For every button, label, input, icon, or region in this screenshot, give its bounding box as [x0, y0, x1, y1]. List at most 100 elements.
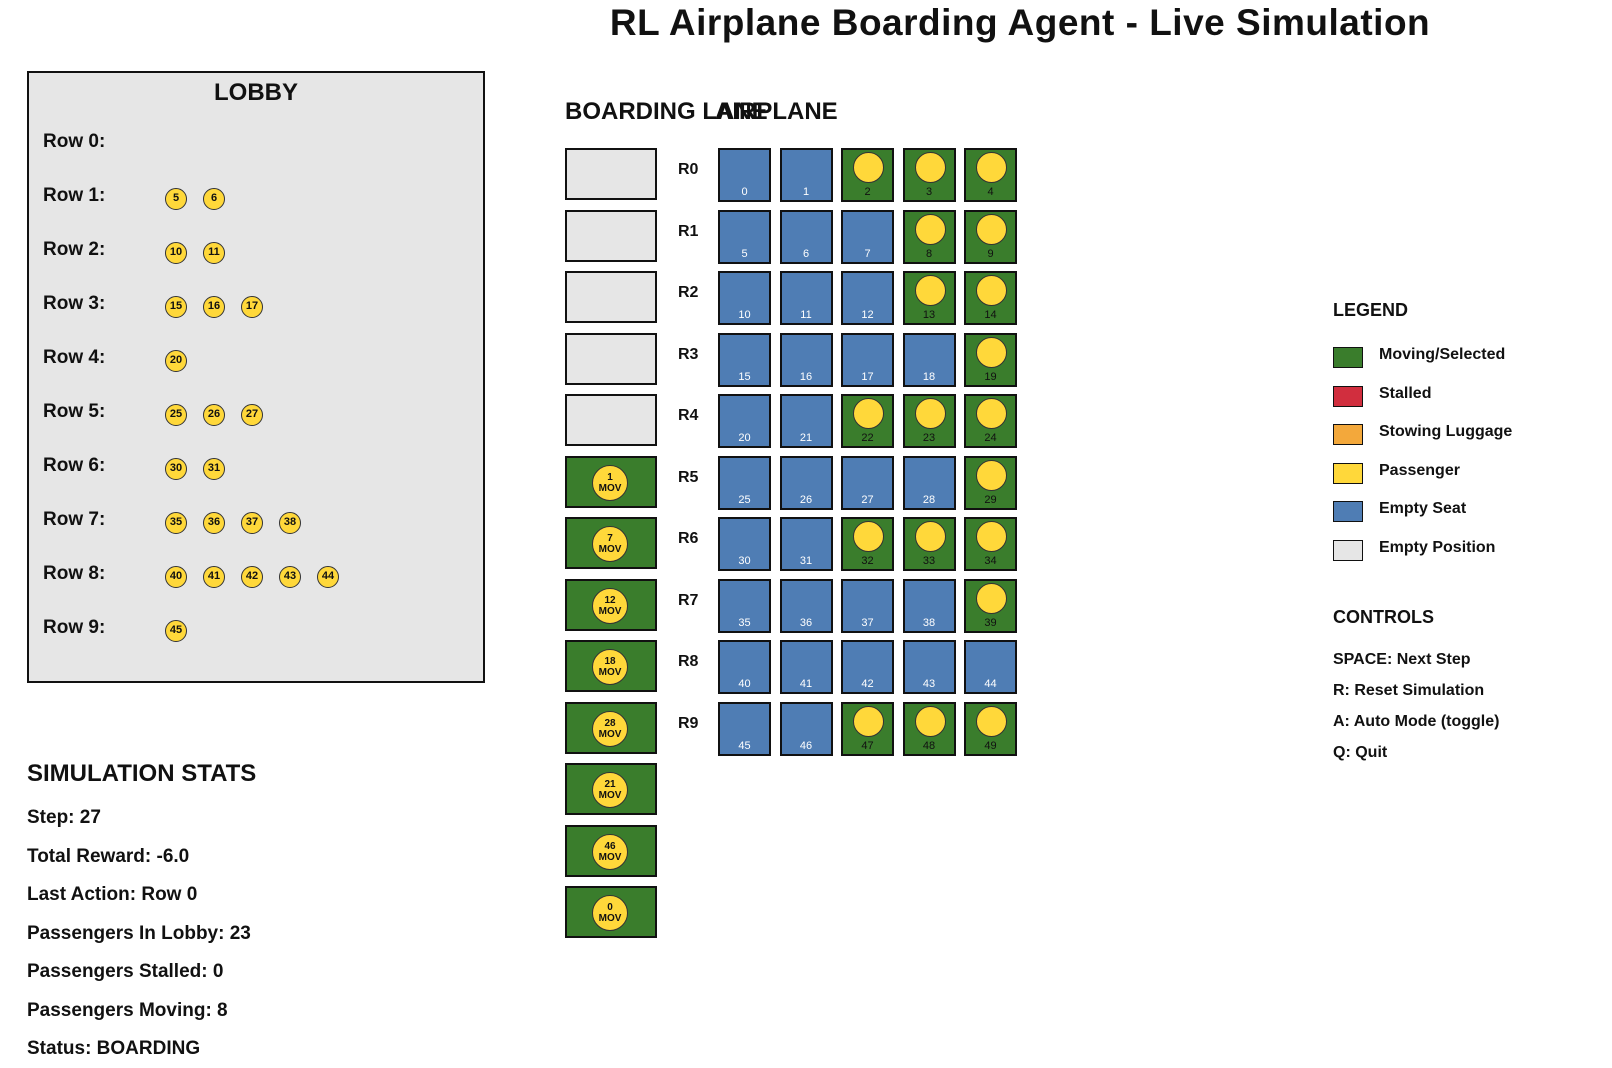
seated-passenger [914, 213, 946, 245]
seated-passenger [976, 398, 1007, 429]
seat: 12 [841, 271, 894, 325]
legend-swatch [1333, 539, 1363, 561]
seat: 13 [902, 271, 956, 325]
lane-cell: 1 MOV [565, 455, 657, 508]
legend-swatch [1333, 462, 1363, 484]
seat-number: 14 [984, 309, 997, 321]
seat: 5 [718, 209, 771, 264]
seated-passenger [914, 705, 946, 737]
lane-passenger: 12 MOV [592, 587, 628, 624]
lobby-passenger: 41 [203, 566, 225, 588]
seat: 35 [718, 578, 771, 633]
seat-number: 30 [738, 555, 751, 567]
seat-number: 12 [861, 309, 874, 321]
seat: 17 [841, 332, 894, 387]
lobby-title: LOBBY [214, 79, 298, 106]
seat-number: 48 [922, 739, 936, 752]
seat: 0 [718, 148, 771, 202]
legend-label: Stowing Luggage [1379, 423, 1513, 440]
seat: 31 [779, 517, 833, 571]
seat: 20 [718, 394, 771, 448]
seat-number: 42 [861, 678, 874, 690]
seat: 11 [779, 271, 833, 325]
seat: 18 [902, 332, 956, 387]
control-hint: Q: Quit [1333, 744, 1388, 761]
seat-number: 7 [864, 247, 871, 260]
lane-cell: 28 MOV [565, 701, 657, 754]
airplane-row-label: R0 [678, 161, 699, 178]
seat-number: 20 [738, 432, 751, 444]
legend-label: Passenger [1379, 461, 1460, 479]
lane-cell [565, 394, 657, 446]
seated-passenger [853, 398, 884, 429]
lobby-passenger: 25 [165, 404, 187, 426]
lane-cell: 21 MOV [565, 763, 657, 815]
seat: 9 [964, 209, 1017, 264]
stat-line: Status: BOARDING [27, 1038, 201, 1059]
seat-number: 26 [799, 493, 813, 506]
seat: 1 [779, 148, 833, 202]
lobby-passenger: 5 [165, 188, 187, 210]
seat-number: 29 [984, 493, 997, 506]
lobby-passenger: 26 [203, 404, 225, 426]
stat-line: Passengers Stalled: 0 [27, 961, 224, 982]
lobby-passenger: 16 [203, 296, 225, 318]
lobby-row-label: Row 4: [43, 347, 106, 368]
seat: 30 [718, 517, 771, 571]
lane-cell [565, 332, 657, 385]
seat: 21 [779, 394, 833, 448]
seat: 46 [779, 701, 833, 756]
page-title: RL Airplane Boarding Agent - Live Simula… [609, 2, 1431, 43]
controls-title: CONTROLS [1333, 607, 1434, 627]
seat-number: 4 [987, 186, 994, 198]
seat: 7 [841, 209, 894, 264]
seated-passenger [853, 521, 884, 552]
seat: 47 [841, 701, 894, 756]
airplane-title: AIRPLANE [715, 98, 838, 125]
seat: 4 [964, 148, 1017, 202]
seat-number: 8 [925, 247, 933, 260]
control-hint: R: Reset Simulation [1333, 682, 1485, 699]
seat: 15 [718, 332, 771, 387]
legend-swatch [1333, 501, 1363, 522]
seat: 39 [964, 578, 1017, 633]
stat-line: Passengers Moving: 8 [27, 999, 228, 1021]
lane-passenger-status: MOV [598, 482, 622, 494]
lane-passenger: 18 MOV [592, 649, 628, 685]
seat: 34 [964, 517, 1017, 571]
lane-passenger-status: MOV [598, 544, 622, 555]
lobby-passenger: 42 [241, 566, 263, 588]
lane-passenger-id: 21 [604, 779, 616, 790]
lane-passenger-id: 0 [607, 902, 613, 913]
stat-line: Step: 27 [27, 807, 101, 828]
lane-passenger: 46 MOV [592, 833, 628, 870]
lobby-row-label: Row 6: [43, 455, 106, 476]
seat-number: 11 [800, 309, 812, 321]
seat-number: 40 [738, 678, 751, 690]
seat: 24 [964, 394, 1017, 448]
seat: 25 [718, 455, 771, 510]
lane-passenger-status: MOV [598, 667, 622, 678]
seat-number: 6 [802, 247, 810, 260]
legend-label: Empty Position [1379, 538, 1496, 556]
legend-swatch [1333, 385, 1363, 407]
lobby-row-label: Row 3: [43, 293, 106, 314]
lane-passenger: 21 MOV [592, 772, 628, 808]
lobby-passenger: 31 [203, 458, 225, 480]
seated-passenger [914, 398, 946, 429]
lobby-passenger: 45 [165, 620, 187, 642]
seat: 2 [841, 148, 894, 202]
lane-cell: 7 MOV [565, 517, 657, 569]
seat-number: 36 [799, 616, 813, 629]
seat-number: 18 [922, 370, 936, 383]
seated-passenger [914, 275, 946, 306]
lobby-panel: LOBBY Row 0: Row 1: 5 6 Row 2: 10 11 Row 3: 15 16… [27, 71, 485, 683]
lobby-passenger: 43 [279, 566, 301, 588]
seat: 41 [779, 640, 833, 694]
lane-passenger-id: 28 [604, 717, 616, 729]
lobby-row-label: Row 8: [43, 563, 106, 584]
seat-number: 44 [984, 678, 997, 690]
legend-title: LEGEND [1333, 300, 1409, 320]
seated-passenger [976, 521, 1007, 552]
seated-passenger [853, 152, 884, 183]
